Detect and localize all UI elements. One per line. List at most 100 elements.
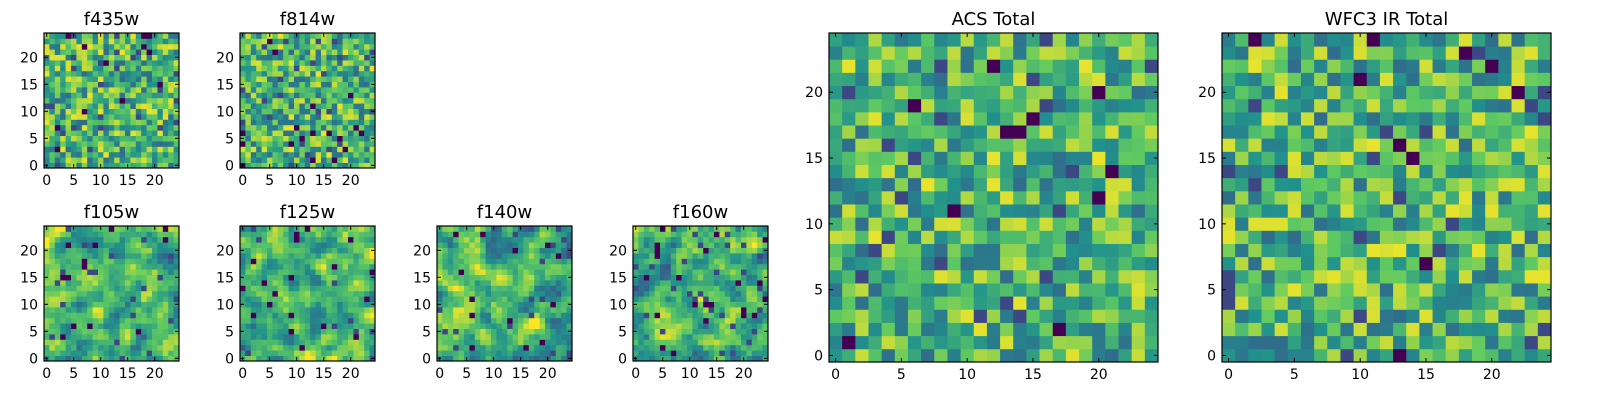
heatmap-cell (245, 33, 252, 39)
heatmap-cell (643, 253, 650, 259)
heatmap-cell (76, 151, 83, 158)
heatmap-cell (261, 231, 268, 238)
heatmap-cell (447, 312, 454, 319)
heatmap-cell (751, 323, 758, 329)
heatmap-cell (114, 350, 120, 356)
heatmap-cell (654, 269, 661, 275)
heatmap-cell (1026, 125, 1040, 139)
heatmap-cell (44, 97, 50, 104)
heatmap-cell (855, 190, 869, 205)
heatmap-cell (130, 274, 137, 281)
heatmap-cell (703, 269, 709, 275)
heatmap-cell (703, 263, 709, 270)
heatmap-cell (294, 87, 300, 93)
heatmap-cell (453, 280, 459, 286)
heatmap-cell (1222, 269, 1236, 284)
heatmap-cell (550, 344, 557, 351)
heatmap-cell (162, 236, 169, 243)
heatmap-cell (665, 290, 672, 297)
heatmap-cell (326, 135, 333, 142)
heatmap-cell (337, 33, 343, 39)
heatmap-cell (501, 339, 508, 346)
heatmap-cell (697, 231, 704, 238)
heatmap-cell (141, 65, 147, 72)
heatmap-cell (326, 334, 333, 340)
heatmap-cell (1300, 322, 1315, 337)
heatmap-cell (746, 242, 753, 248)
heatmap-cell (353, 114, 360, 120)
heatmap-cell (114, 307, 120, 313)
heatmap-cell (81, 49, 88, 55)
heatmap-cell (442, 307, 449, 313)
heatmap-cell (687, 242, 693, 248)
heatmap-cell (907, 269, 922, 284)
heatmap-cell (81, 274, 88, 281)
heatmap-cell (108, 146, 115, 153)
heatmap-cell (250, 339, 257, 346)
heatmap-cell (1000, 59, 1014, 73)
heatmap-cell (321, 323, 327, 329)
heatmap-cell (654, 350, 661, 356)
heatmap-cell (1524, 204, 1539, 218)
heatmap-cell (1274, 177, 1289, 192)
heatmap-cell (49, 328, 56, 335)
heatmap-cells (240, 226, 376, 362)
heatmap-cell (507, 274, 513, 281)
heatmap-cell (1472, 309, 1486, 323)
heatmap-cell (518, 296, 524, 302)
heatmap-cell (1274, 309, 1289, 323)
heatmap-cell (1079, 46, 1093, 60)
heatmap-cell (561, 285, 567, 292)
heatmap-cell (730, 236, 736, 243)
heatmap-cell (369, 76, 376, 82)
heatmap-cell (829, 164, 843, 179)
heatmap-cell (141, 38, 147, 45)
heatmap-cell (168, 33, 174, 39)
heatmap-cell (1222, 283, 1236, 297)
heatmap-cell (65, 141, 72, 147)
heatmap-cell (315, 355, 322, 362)
heatmap-cell (119, 236, 126, 243)
heatmap-cell (697, 328, 704, 335)
heatmap-cell (353, 355, 360, 362)
heatmap-cell (294, 97, 300, 104)
heatmap-cell (507, 317, 513, 324)
heatmap-cell (842, 190, 856, 205)
heatmap-cell (881, 217, 896, 231)
heatmap-cell (162, 60, 169, 66)
heatmap-cell (534, 258, 540, 265)
heatmap-cell (665, 263, 672, 270)
heatmap-cell (735, 247, 742, 254)
heatmap-cell (687, 280, 693, 286)
heatmap-cell (458, 350, 465, 356)
heatmap-cell (1498, 243, 1512, 258)
heatmap-cell (98, 151, 104, 158)
heatmap-cell (1144, 151, 1159, 165)
heatmap-cell (496, 253, 503, 259)
heatmap-cell (65, 124, 72, 131)
heatmap-cell (741, 236, 747, 243)
heatmap-cell (485, 317, 492, 324)
heatmap-cell (665, 258, 672, 265)
heatmap-cell (670, 247, 677, 254)
heatmap-cell (103, 151, 110, 158)
heatmap-cell (173, 114, 180, 120)
heatmap-cell (358, 247, 365, 254)
heatmap-cell (168, 92, 174, 99)
heatmap-cell (960, 177, 975, 192)
heatmap-cell (294, 49, 300, 55)
heatmap-cell (114, 296, 120, 302)
heatmap-cell (310, 280, 316, 286)
heatmap-cell (44, 263, 50, 270)
heatmap-cell (649, 253, 655, 259)
heatmap-cell (528, 307, 535, 313)
heatmap-cell (65, 280, 72, 286)
heatmap-cell (299, 33, 306, 39)
heatmap-cell (1013, 269, 1027, 284)
heatmap-cell (1287, 309, 1302, 323)
heatmap-cell (523, 258, 530, 265)
heatmap-cell (358, 108, 365, 115)
heatmap-cell (353, 65, 360, 72)
heatmap-cell (1118, 151, 1133, 165)
heatmap-cell (907, 125, 922, 139)
